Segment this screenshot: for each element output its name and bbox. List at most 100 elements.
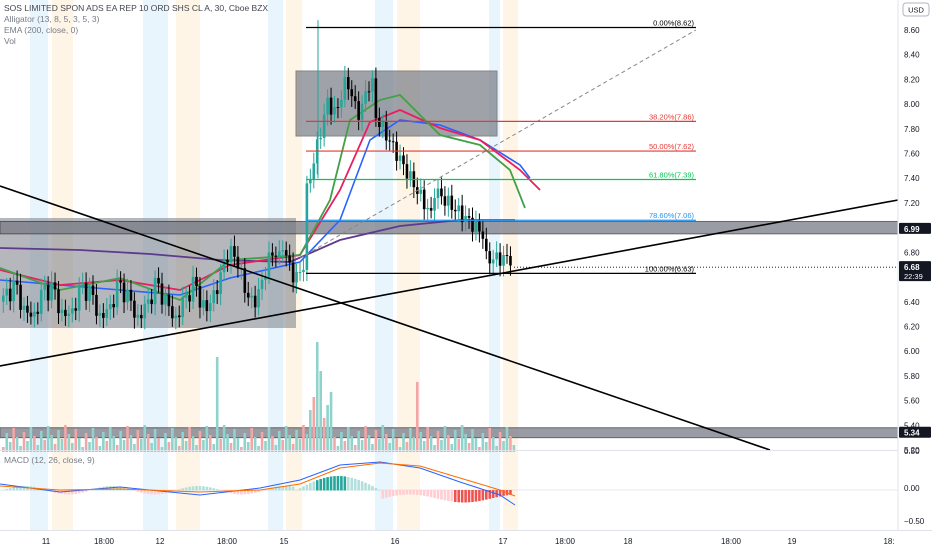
candle-body: [485, 238, 488, 252]
macd-histogram-bar: [264, 489, 267, 491]
macd-histogram-bar: [347, 476, 350, 491]
candle-body: [450, 195, 454, 210]
candle-body: [215, 290, 219, 295]
candle-body: [33, 311, 36, 317]
macd-histogram-bar: [443, 490, 447, 501]
volume-bar: [364, 426, 367, 452]
macd-histogram-bar: [64, 490, 67, 495]
time-tick-label: 15: [280, 537, 289, 546]
currency-badge-label[interactable]: USD: [908, 6, 924, 15]
volume-bar: [298, 439, 302, 452]
macd-histogram-bar: [160, 490, 164, 495]
candle-body: [105, 309, 109, 318]
candle-body: [12, 280, 15, 302]
macd-histogram-bar: [274, 486, 278, 491]
macd-histogram-bar: [184, 487, 188, 491]
volume-bar: [119, 431, 122, 452]
macd-histogram-bar: [367, 484, 371, 491]
volume-bar: [488, 428, 492, 452]
volume-bar: [367, 435, 371, 452]
candle-body: [305, 183, 309, 270]
candle-body: [388, 140, 391, 142]
candle-body: [333, 107, 336, 115]
volume-bar: [12, 428, 15, 452]
candle-body: [343, 77, 347, 100]
volume-bar: [329, 392, 333, 452]
candle-body: [22, 305, 26, 310]
candle-body: [5, 288, 9, 296]
candle-body: [360, 103, 364, 120]
macd-histogram-bar: [312, 481, 316, 491]
time-tick-label: 18:00: [94, 537, 115, 546]
volume-bar: [485, 442, 488, 452]
symbol-title[interactable]: SOS LIMITED SPON ADS EA REP 10 ORD SHS C…: [4, 3, 269, 13]
volume-bar: [257, 446, 260, 452]
alligator-indicator-label[interactable]: Alligator (13, 8, 5, 3, 5, 3): [4, 14, 100, 24]
candle-body: [471, 217, 474, 232]
volume-bar: [467, 443, 471, 452]
time-tick-label: 12: [156, 537, 165, 546]
volume-bar: [222, 425, 226, 452]
candle-body: [77, 284, 81, 311]
volume-bar: [202, 440, 205, 452]
macd-histogram-bar: [136, 490, 140, 492]
volume-bar: [215, 357, 219, 452]
volume-bar: [502, 441, 505, 452]
volume-bar: [409, 428, 412, 452]
macd-histogram-bar: [460, 490, 464, 503]
volume-bar: [164, 433, 167, 452]
macd-histogram-bar: [260, 490, 264, 491]
volume-bar: [240, 447, 243, 452]
candle-body: [133, 300, 136, 318]
candle-body: [236, 256, 240, 269]
macd-histogram-bar: [426, 490, 429, 497]
macd-histogram-bar: [491, 490, 495, 498]
candle-body: [191, 276, 195, 302]
volume-bar: [143, 425, 147, 452]
candle-body: [167, 294, 171, 307]
volume-bar: [174, 437, 178, 452]
macd-histogram-bar: [191, 486, 195, 491]
candle-body: [271, 252, 274, 256]
volume-bar: [405, 442, 409, 452]
candle-body: [140, 314, 143, 319]
candle-body: [226, 260, 229, 263]
macd-signal-line: [0, 462, 516, 497]
ema-indicator-label[interactable]: EMA (200, close, 0): [4, 25, 79, 35]
macd-histogram-bar: [240, 490, 243, 495]
candle-body: [488, 251, 492, 264]
volume-bar: [284, 426, 288, 452]
fib-level-label: 38.20%(7.86): [649, 112, 695, 121]
macd-histogram-bar: [174, 490, 178, 491]
candle-body: [384, 121, 388, 141]
volume-bar: [491, 437, 495, 452]
price-tick-label: 5.40: [904, 421, 920, 430]
volume-bar: [315, 342, 319, 452]
macd-indicator-label[interactable]: MACD (12, 26, close, 9): [4, 455, 95, 465]
candle-body: [102, 312, 105, 318]
candle-body: [195, 276, 198, 287]
volume-bar: [198, 431, 202, 452]
volume-indicator-label[interactable]: Vol: [4, 36, 16, 46]
volume-bar: [112, 436, 115, 452]
candle-body: [347, 77, 350, 90]
volume-bar: [384, 434, 388, 452]
volume-bar: [188, 427, 191, 452]
candle-body: [309, 179, 312, 184]
time-tick-label: 19: [788, 537, 797, 546]
macd-line: [0, 461, 516, 506]
volume-bar: [140, 439, 143, 452]
volume-bar: [167, 442, 171, 452]
alligator-lips-line: [0, 94, 526, 302]
macd-histogram-bar: [340, 476, 343, 491]
volume-bar: [505, 427, 509, 452]
time-tick-label: 18:00: [555, 537, 576, 546]
macd-histogram-bar: [322, 477, 326, 491]
candle-body: [53, 282, 57, 290]
macd-histogram-bar: [157, 490, 160, 495]
candle-body: [26, 305, 29, 313]
macd-histogram-bar: [209, 487, 212, 491]
macd-histogram-bar: [246, 490, 250, 495]
macd-histogram-bar: [395, 490, 398, 496]
